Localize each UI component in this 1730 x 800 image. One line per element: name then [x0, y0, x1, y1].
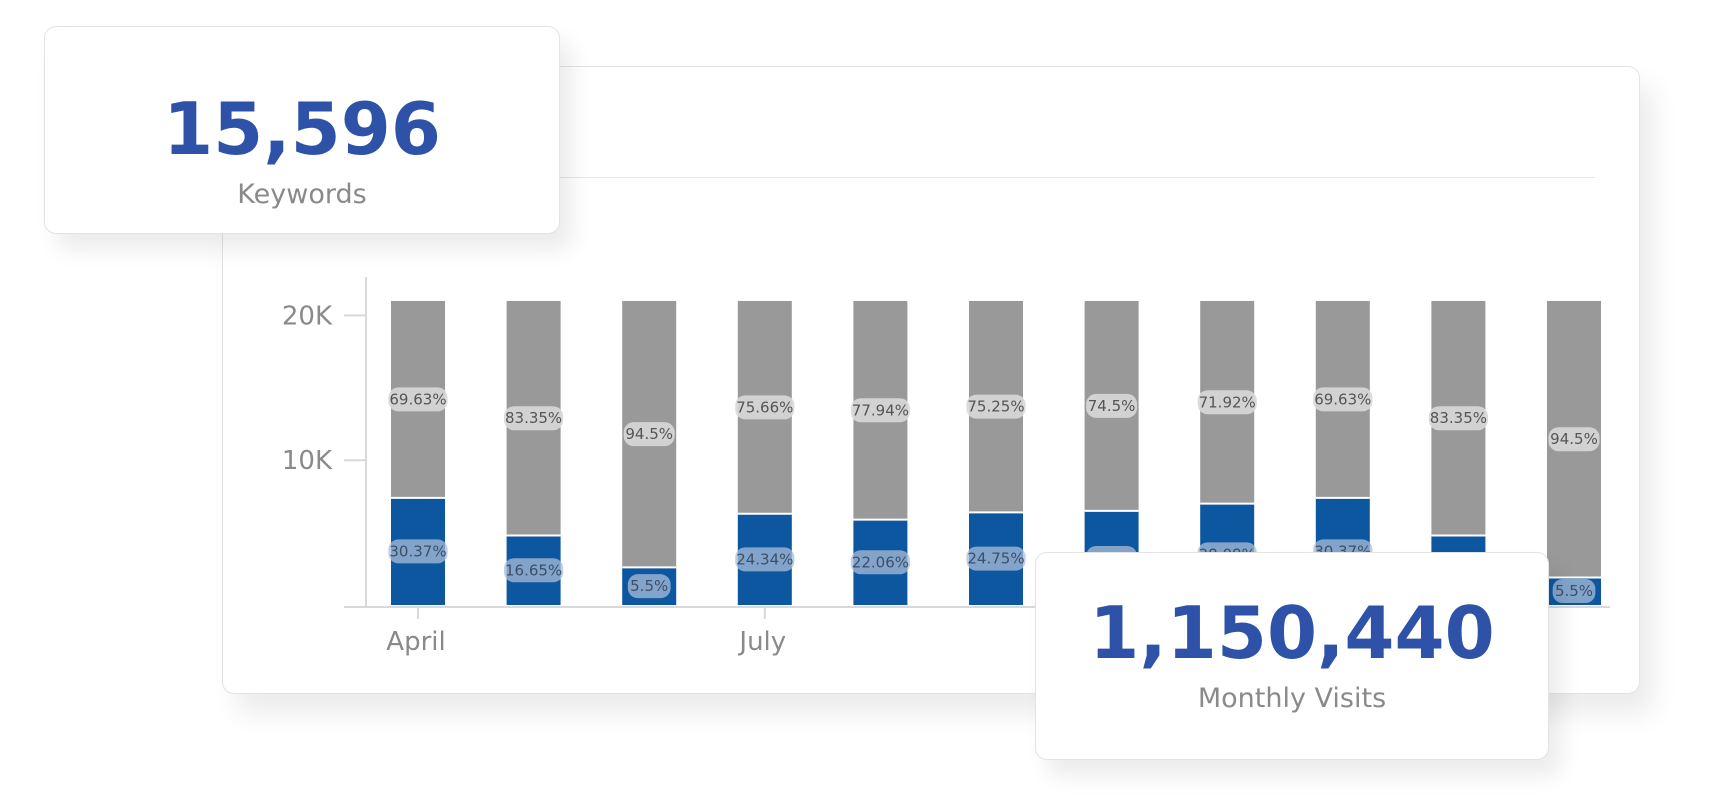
- data-label-pill-top: [735, 395, 795, 420]
- data-label-bottom: 5.5%: [630, 577, 668, 595]
- data-label-top: 71.92%: [1199, 393, 1256, 411]
- data-label-top: 77.94%: [852, 401, 909, 419]
- data-label-bottom: 16.65%: [505, 561, 562, 579]
- data-label-pill-top: [966, 394, 1026, 419]
- data-label-bottom: 22.06%: [852, 553, 909, 571]
- data-label-pill-bottom: [966, 546, 1026, 571]
- data-label-top: 69.63%: [389, 390, 446, 408]
- data-label-bottom: 24.75%: [967, 550, 1024, 568]
- data-label-pill-top: [1086, 393, 1138, 418]
- data-label-pill-top: [850, 398, 910, 423]
- data-label-pill-top: [1197, 390, 1257, 415]
- data-label-bottom: 5.5%: [1555, 582, 1593, 600]
- x-tick-label: April: [386, 627, 445, 657]
- data-label-pill-top: [1428, 406, 1488, 431]
- data-label-pill-bottom: [388, 539, 448, 564]
- data-label-pill-bottom: [850, 550, 910, 575]
- data-label-pill-top: [504, 406, 564, 431]
- data-label-top: 74.5%: [1088, 397, 1136, 415]
- x-tick-label: July: [737, 627, 786, 657]
- data-label-top: 83.35%: [1430, 409, 1487, 427]
- data-label-top: 83.35%: [505, 409, 562, 427]
- card-divider: [289, 177, 1595, 178]
- data-label-bottom: 30.37%: [389, 542, 446, 560]
- keywords-label: Keywords: [237, 179, 367, 210]
- monthly-visits-label: Monthly Visits: [1197, 683, 1387, 714]
- data-label-pill-bottom: [735, 547, 795, 572]
- data-label-bottom: 24.34%: [736, 550, 793, 568]
- data-label-top: 69.63%: [1314, 390, 1371, 408]
- y-tick-label: 20K: [282, 301, 333, 331]
- keywords-stat-card: 15,596 Keywords: [44, 26, 560, 234]
- monthly-visits-value: 1,150,440: [1089, 591, 1495, 675]
- data-label-pill-top: [1313, 387, 1373, 412]
- y-tick-label: 10K: [282, 446, 333, 476]
- data-label-top: 75.25%: [967, 398, 1024, 416]
- data-label-top: 94.5%: [625, 425, 673, 443]
- data-label-top: 94.5%: [1550, 430, 1598, 448]
- data-label-pill-bottom: [1552, 579, 1596, 603]
- data-label-pill-bottom: [627, 574, 671, 599]
- keywords-value: 15,596: [163, 87, 441, 171]
- data-label-pill-top: [623, 422, 675, 447]
- data-label-pill-top: [1548, 427, 1600, 452]
- monthly-visits-stat-card: 1,150,440 Monthly Visits: [1035, 552, 1549, 760]
- data-label-top: 75.66%: [736, 398, 793, 416]
- data-label-pill-bottom: [504, 558, 564, 583]
- data-label-pill-top: [388, 387, 448, 412]
